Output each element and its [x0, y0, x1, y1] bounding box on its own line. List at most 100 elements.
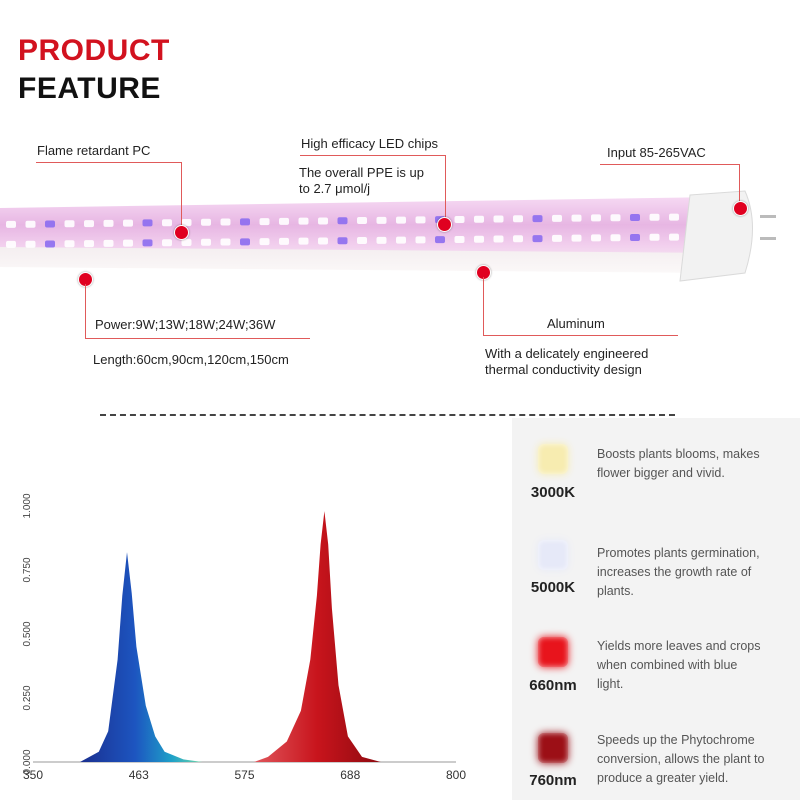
callout-led-chips: High efficacy LED chips — [301, 136, 439, 151]
led-chip — [318, 237, 328, 245]
led-chip — [435, 236, 445, 244]
led-chip — [493, 235, 504, 243]
legend-desc-3000k-line1: Boosts plants blooms, makes — [597, 447, 760, 461]
legend-code-3000k: 3000K — [530, 484, 576, 501]
led-chip — [571, 234, 582, 242]
led-chip — [454, 215, 465, 223]
led-chip — [279, 237, 289, 245]
heading-product: PRODUCT — [18, 34, 170, 67]
aluminum-callout-line — [483, 335, 678, 336]
led-chip — [357, 217, 367, 225]
led-chip — [376, 216, 387, 224]
legend-desc-760nm-line1: Speeds up the Phytochrome — [597, 733, 755, 747]
legend-desc-3000k-line2: flower bigger and vivid. — [597, 466, 725, 480]
led-chip — [25, 220, 36, 228]
power-callout-line — [85, 338, 310, 339]
led-chip — [532, 215, 543, 223]
led-chip — [591, 234, 601, 242]
legend-desc-5000k: Promotes plants germination, increases t… — [597, 544, 782, 601]
legend-desc-760nm: Speeds up the Phytochrome conversion, al… — [597, 731, 782, 788]
led-chip — [669, 233, 679, 241]
x-tick-label: 575 — [234, 768, 254, 782]
led-chip — [25, 240, 36, 248]
legend-desc-660nm-line3: light. — [597, 677, 624, 691]
y-tick-label: 0.000 — [22, 749, 33, 774]
y-tick-label: 0.500 — [22, 621, 33, 646]
led-chip — [298, 237, 309, 245]
led-chip — [474, 235, 484, 243]
heading-feature: FEATURE — [18, 72, 161, 105]
led-chip — [201, 238, 211, 246]
callout-length: Length:60cm,90cm,120cm,150cm — [93, 352, 289, 367]
legend-desc-760nm-line3: produce a greater yield. — [597, 771, 729, 785]
led-chip — [298, 217, 309, 225]
led-chip — [357, 237, 367, 245]
legend-desc-660nm-line1: Yields more leaves and crops — [597, 639, 761, 653]
led-chip — [240, 218, 250, 226]
led-chip — [84, 240, 94, 248]
power-callout-drop — [85, 284, 86, 338]
led-chip — [103, 239, 114, 247]
section-divider — [100, 414, 675, 416]
legend-desc-3000k: Boosts plants blooms, makes flower bigge… — [597, 445, 782, 483]
spectrum-peak-blue — [80, 552, 203, 762]
flame-callout-drop — [181, 162, 182, 230]
led-chip — [513, 215, 523, 223]
led-chip — [6, 240, 16, 248]
swatch-660nm — [538, 637, 568, 667]
led-chip — [240, 238, 250, 246]
led-chip — [630, 234, 640, 241]
y-tick-label: 0.250 — [22, 685, 33, 710]
input-callout-drop — [739, 164, 740, 204]
led-chip — [669, 213, 679, 221]
callout-power: Power:9W;13W;18W;24W;36W — [95, 317, 276, 332]
callout-ppe-line2: to 2.7 μmol/j — [299, 181, 371, 196]
led-callout-line — [300, 155, 446, 156]
led-chip — [259, 218, 270, 226]
legend-code-660nm: 660nm — [529, 677, 577, 694]
aluminum-callout-drop — [483, 277, 484, 335]
legend-code-760nm: 760nm — [529, 772, 577, 789]
led-callout-drop — [445, 155, 446, 221]
spectrum-chart: 350 463 575 688 800 0.000 0.250 0.500 0.750 1.000 — [22, 493, 466, 782]
led-chip — [571, 214, 582, 222]
x-tick-label: 463 — [129, 768, 149, 782]
legend-desc-5000k-line2: increases the growth rate of — [597, 565, 752, 579]
led-chip — [142, 219, 153, 227]
legend-desc-660nm: Yields more leaves and crops when combin… — [597, 637, 782, 694]
led-chip — [142, 239, 153, 247]
led-chip — [552, 234, 562, 242]
legend-desc-760nm-line2: conversion, allows the plant to — [597, 752, 765, 766]
led-chip — [474, 215, 484, 223]
led-chip — [6, 220, 16, 228]
flame-callout-dot — [174, 225, 189, 240]
y-tick-label: 1.000 — [22, 493, 33, 518]
led-chip — [220, 238, 231, 246]
callout-input-voltage: Input 85-265VAC — [607, 145, 706, 160]
led-chip — [220, 218, 231, 226]
led-chip — [181, 218, 192, 226]
legend-desc-5000k-line1: Promotes plants germination, — [597, 546, 760, 560]
y-tick-label: 0.750 — [22, 557, 33, 582]
input-callout-line — [600, 164, 740, 165]
led-chip — [162, 219, 172, 227]
led-chip — [181, 238, 192, 246]
led-chip — [610, 214, 621, 222]
led-chip — [552, 214, 562, 222]
legend-desc-5000k-line3: plants. — [597, 584, 634, 598]
led-chip — [64, 220, 75, 228]
led-chip — [45, 220, 55, 228]
led-callout-dot — [437, 217, 452, 232]
led-chip — [279, 217, 289, 225]
input-callout-dot — [733, 201, 748, 216]
led-chip — [532, 235, 543, 243]
callout-flame-retardant: Flame retardant PC — [37, 143, 151, 158]
led-chip — [318, 217, 328, 225]
swatch-3000k — [538, 444, 568, 474]
x-tick-label: 800 — [446, 768, 466, 782]
led-chip — [162, 239, 172, 247]
led-chip — [649, 233, 660, 241]
led-tube-image — [0, 190, 776, 282]
led-chip — [454, 235, 465, 243]
callout-thermal-line2: thermal conductivity design — [485, 362, 642, 377]
